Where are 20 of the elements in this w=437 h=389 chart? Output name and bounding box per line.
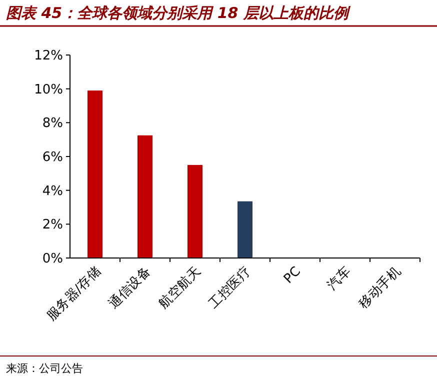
y-tick-label: 2% bbox=[42, 218, 63, 233]
x-tick-label: 航空航天 bbox=[156, 264, 204, 312]
x-tick-label: 工控医疗 bbox=[206, 264, 254, 312]
x-tick-label: 通信设备 bbox=[106, 264, 154, 312]
y-tick-label: 4% bbox=[42, 184, 63, 199]
x-tick-label: PC bbox=[281, 264, 304, 287]
bar bbox=[238, 201, 252, 258]
y-tick-label: 12% bbox=[34, 48, 63, 64]
x-tick-label: 汽车 bbox=[324, 264, 354, 294]
bar bbox=[88, 90, 102, 258]
y-tick-label: 8% bbox=[42, 116, 63, 132]
bar bbox=[138, 135, 152, 258]
bar bbox=[188, 164, 202, 258]
y-tick-label: 10% bbox=[34, 82, 63, 98]
chart-title: 图表 45：全球各领域分别采用 18 层以上板的比例 bbox=[6, 4, 352, 22]
x-tick-label: 移动手机 bbox=[356, 264, 404, 312]
source-note: 来源：公司公告 bbox=[6, 362, 83, 375]
y-tick-label: 6% bbox=[42, 150, 63, 165]
y-tick-label: 0% bbox=[42, 252, 63, 266]
x-tick-label: 服务器/存储 bbox=[44, 264, 104, 324]
